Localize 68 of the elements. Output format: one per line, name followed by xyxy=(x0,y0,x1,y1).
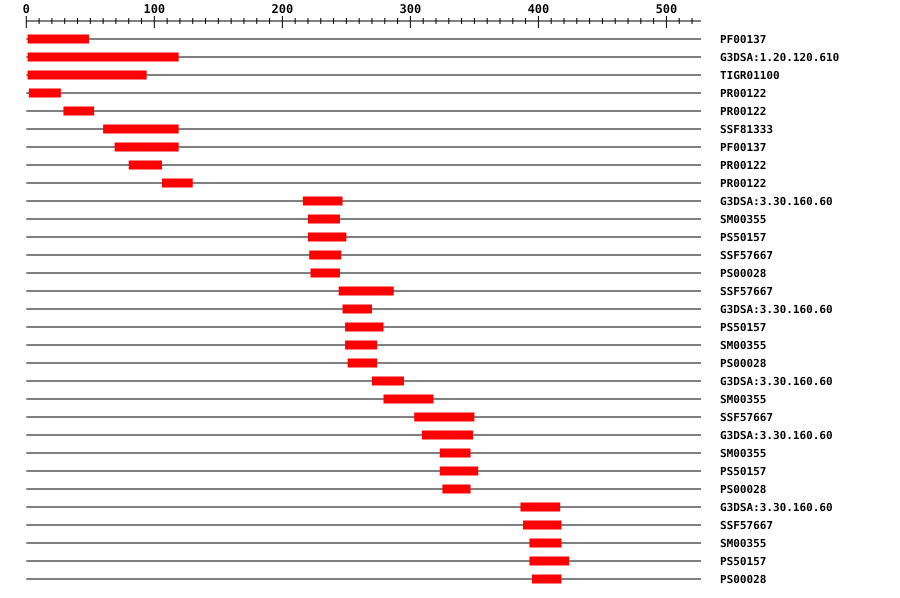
bar xyxy=(309,250,342,260)
bar xyxy=(440,466,478,476)
y-tick-label: PR00122 xyxy=(720,158,766,172)
bar xyxy=(383,394,434,404)
y-tick-label: G3DSA:1.20.120.610 xyxy=(720,50,840,64)
x-tick-label: 0 xyxy=(22,2,30,16)
y-tick-label: G3DSA:3.30.160.60 xyxy=(720,194,833,208)
bar xyxy=(28,52,179,62)
y-tick-label: PR00122 xyxy=(720,176,766,190)
bar xyxy=(342,304,372,314)
y-tick-label: G3DSA:3.30.160.60 xyxy=(720,428,833,442)
y-tick-label: SM00355 xyxy=(720,338,766,352)
bar xyxy=(529,556,570,566)
bar xyxy=(63,106,94,116)
bar xyxy=(422,430,474,440)
x-tick-label: 400 xyxy=(528,2,550,16)
y-tick-label: SM00355 xyxy=(720,212,766,226)
bar xyxy=(28,34,90,44)
x-tick-label: 100 xyxy=(143,2,166,16)
bar xyxy=(162,178,193,188)
y-tick-label: SM00355 xyxy=(720,446,766,460)
y-tick-label: PF00137 xyxy=(720,32,766,46)
y-tick-label: PS50157 xyxy=(720,230,766,244)
y-tick-label: PS00028 xyxy=(720,572,766,586)
bar xyxy=(520,502,560,512)
y-tick-label: SSF57667 xyxy=(720,518,773,532)
bar xyxy=(308,214,340,224)
y-tick-label: G3DSA:3.30.160.60 xyxy=(720,374,833,388)
y-tick-label: PS00028 xyxy=(720,356,766,370)
y-tick-label: SM00355 xyxy=(720,536,766,550)
bar xyxy=(338,286,394,296)
bar xyxy=(523,520,562,530)
y-tick-label: PR00122 xyxy=(720,86,766,100)
y-tick-label: PS50157 xyxy=(720,320,766,334)
y-tick-label: PF00137 xyxy=(720,140,766,154)
bar xyxy=(308,232,346,242)
y-tick-label: G3DSA:3.30.160.60 xyxy=(720,500,833,514)
x-tick-label: 500 xyxy=(656,2,678,16)
y-tick-label: SSF57667 xyxy=(720,284,773,298)
bar xyxy=(440,448,471,458)
bar xyxy=(114,142,179,152)
y-tick-label: PS50157 xyxy=(720,554,766,568)
bar xyxy=(345,340,378,350)
bar xyxy=(348,358,378,368)
bar xyxy=(310,268,340,278)
bar xyxy=(529,538,562,548)
bar xyxy=(302,196,343,206)
bar xyxy=(103,124,179,134)
y-tick-label: PR00122 xyxy=(720,104,766,118)
y-tick-label: TIGR01100 xyxy=(720,68,780,82)
bar xyxy=(128,160,162,170)
y-tick-label: G3DSA:3.30.160.60 xyxy=(720,302,833,316)
bar xyxy=(532,574,562,584)
y-tick-label: PS00028 xyxy=(720,266,766,280)
bar xyxy=(442,484,471,494)
y-tick-label: SM00355 xyxy=(720,392,766,406)
bar xyxy=(372,376,404,386)
x-tick-label: 300 xyxy=(400,2,422,16)
bar xyxy=(28,70,147,80)
y-tick-label: SSF81333 xyxy=(720,122,773,136)
y-tick-label: PS50157 xyxy=(720,464,766,478)
y-tick-label: SSF57667 xyxy=(720,410,773,424)
y-tick-label: PS00028 xyxy=(720,482,766,496)
x-tick-label: 200 xyxy=(272,2,294,16)
y-tick-label: SSF57667 xyxy=(720,248,773,262)
bar xyxy=(414,412,474,422)
bar xyxy=(28,88,61,98)
bar xyxy=(345,322,384,332)
